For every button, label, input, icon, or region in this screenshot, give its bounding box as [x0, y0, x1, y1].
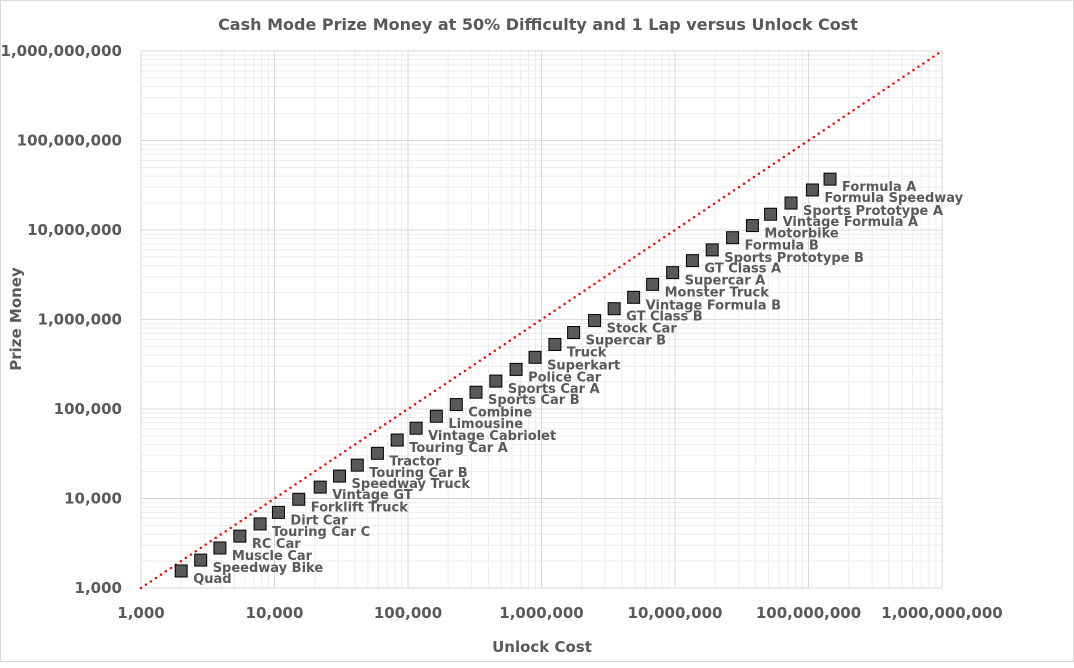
data-point-marker: [409, 421, 423, 435]
data-point-label: Limousine: [448, 417, 523, 432]
data-point-marker: [705, 243, 719, 257]
data-point-marker: [823, 172, 837, 186]
y-tick-label: 10,000,000: [27, 221, 122, 239]
data-point-marker: [528, 350, 542, 364]
data-point-marker: [745, 219, 759, 233]
data-point-label: Police Car: [528, 370, 602, 385]
data-point-label: Vintage Cabriolet: [428, 429, 556, 444]
data-point-marker: [429, 409, 443, 423]
data-point-marker: [489, 374, 503, 388]
data-point-label: Forklift Truck: [311, 500, 408, 515]
x-tick-label: 100,000,000: [756, 604, 861, 622]
x-tick-label: 10,000,000: [628, 604, 723, 622]
data-point-marker: [253, 517, 267, 531]
data-point-marker: [333, 469, 347, 483]
data-point-marker: [350, 458, 364, 472]
data-point-marker: [292, 492, 306, 506]
data-point-label: Formula Speedway: [824, 191, 963, 206]
data-point-label: Touring Car C: [272, 525, 370, 540]
data-point-marker: [784, 196, 798, 210]
y-tick-label: 1,000,000: [38, 311, 122, 329]
data-point-marker: [370, 446, 384, 460]
x-tick-label: 1,000,000: [499, 604, 583, 622]
data-point-label: Touring Car A: [409, 441, 508, 456]
data-point-label: Vintage Formula B: [646, 298, 781, 313]
y-tick-label: 100,000: [54, 400, 122, 418]
data-point-marker: [194, 553, 208, 567]
data-point-label: Vintage Formula A: [783, 215, 919, 230]
data-point-label: Sports Prototype A: [803, 204, 943, 219]
data-point-label: Formula A: [842, 180, 916, 195]
data-point-label: Sports Car B: [488, 393, 580, 408]
data-point-marker: [271, 505, 285, 519]
data-point-marker: [213, 541, 227, 555]
data-point-label: Superkart: [547, 358, 620, 373]
data-point-marker: [726, 231, 740, 245]
data-point-marker: [685, 254, 699, 268]
data-point-marker: [666, 266, 680, 280]
data-point-label: GT Class B: [626, 310, 703, 325]
data-point-label: Supercar B: [586, 334, 666, 349]
data-point-marker: [588, 314, 602, 328]
y-axis-label: Prize Money: [7, 267, 25, 371]
reference-line-y-equals-x: [139, 49, 944, 590]
y-tick-label: 10,000: [64, 490, 122, 508]
data-point-marker: [607, 302, 621, 316]
data-point-label: Combine: [468, 406, 532, 421]
data-point-label: Supercar A: [685, 274, 766, 289]
data-point-label: Quad: [193, 572, 231, 587]
data-point-marker: [567, 326, 581, 340]
data-point-marker: [548, 337, 562, 351]
data-point-label: Touring Car B: [369, 466, 467, 481]
data-point-label: Motorbike: [764, 227, 838, 242]
data-point-label: RC Car: [252, 537, 301, 552]
data-point-label: Sports Prototype B: [724, 251, 864, 266]
data-point-marker: [627, 290, 641, 304]
data-point-label: Sports Car A: [508, 382, 600, 397]
data-point-label: Stock Car: [607, 322, 678, 337]
chart-title: Cash Mode Prize Money at 50% Difficulty …: [218, 15, 858, 34]
data-point-label: Truck: [567, 345, 607, 360]
y-tick-label: 100,000,000: [17, 132, 122, 150]
data-point-label: Dirt Car: [290, 513, 348, 528]
data-point-marker: [390, 433, 404, 447]
data-point-label: GT Class A: [704, 262, 781, 277]
data-point-marker: [233, 529, 247, 543]
data-point-label: Muscle Car: [232, 549, 313, 564]
data-point-marker: [174, 564, 188, 578]
data-point-label: Vintage GT: [332, 488, 413, 503]
data-point-marker: [646, 277, 660, 291]
x-tick-label: 10,000: [246, 604, 304, 622]
data-point-label: Speedway Bike: [213, 561, 324, 576]
data-point-marker: [764, 207, 778, 221]
data-point-marker: [449, 398, 463, 412]
y-tick-label: 1,000,000,000: [1, 42, 122, 60]
x-axis-label: Unlock Cost: [492, 638, 592, 656]
data-point-label: Speedway Truck: [352, 477, 471, 492]
data-point-marker: [805, 183, 819, 197]
y-tick-label: 1,000: [75, 579, 122, 597]
data-point-label: Formula B: [745, 239, 819, 254]
data-point-marker: [469, 385, 483, 399]
data-point-marker: [313, 480, 327, 494]
grid: [140, 50, 943, 589]
data-point-label: Monster Truck: [665, 285, 770, 300]
data-point-marker: [509, 362, 523, 376]
x-tick-label: 1,000,000,000: [881, 604, 1002, 622]
data-point-label: Tractor: [389, 454, 441, 469]
axes: 1,000 10,000 100,000 1,000,000 10,000,000 100…: [1, 42, 1003, 622]
x-tick-label: 1,000: [117, 604, 164, 622]
reference-line: [139, 49, 944, 590]
x-tick-label: 100,000: [374, 604, 442, 622]
